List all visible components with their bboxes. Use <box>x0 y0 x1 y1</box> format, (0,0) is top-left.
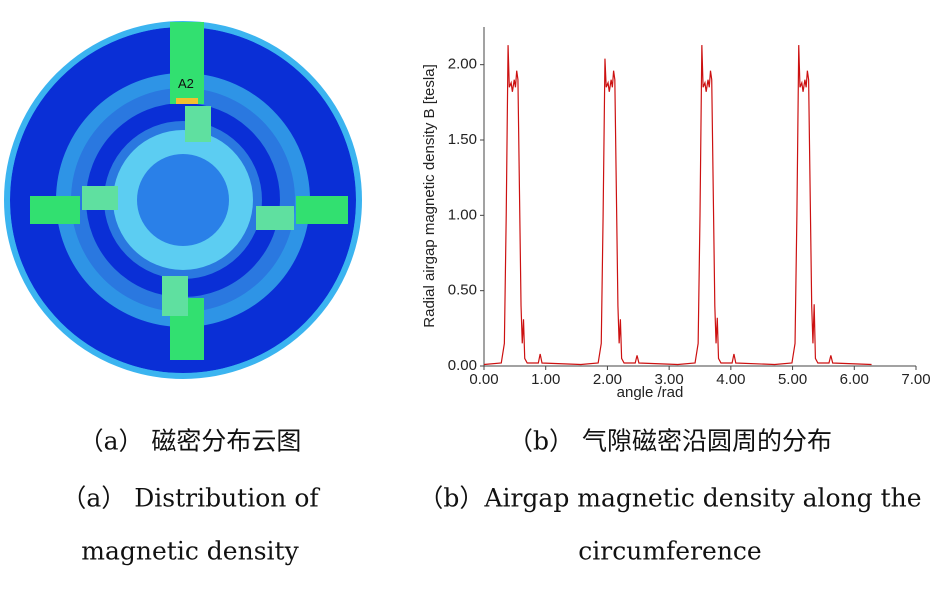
hotspot <box>176 98 198 104</box>
caption: （a） 磁密分布云图 <box>79 427 302 456</box>
y-axis-label: Radial airgap magnetic density B [tesla] <box>421 64 438 327</box>
pole-right <box>296 196 348 224</box>
x-tick-label: 6.00 <box>840 371 869 388</box>
rotor-pole-bottom <box>162 276 188 316</box>
x-tick-label: 1.00 <box>531 371 560 388</box>
pole-top <box>170 22 204 104</box>
rotor-pole-right <box>256 206 294 230</box>
rotor-pole-left <box>82 186 118 210</box>
caption: magnetic density <box>81 537 299 566</box>
data-line <box>483 45 872 366</box>
x-tick-label: 0.00 <box>469 371 498 388</box>
y-tick-label: 0.00 <box>448 357 477 374</box>
rotor-pole-top <box>185 106 211 142</box>
pole-left <box>30 196 80 224</box>
shaft <box>137 154 229 246</box>
x-tick-label: 2.00 <box>593 371 622 388</box>
x-axis-label: angle /rad <box>617 384 684 401</box>
x-tick-label: 7.00 <box>901 371 930 388</box>
caption: （b） 气隙磁密沿圆周的分布 <box>508 427 832 456</box>
y-tick-label: 1.50 <box>448 131 477 148</box>
caption: circumference <box>578 537 761 566</box>
caption: （a） Distribution of <box>61 484 320 513</box>
y-tick-label: 2.00 <box>448 56 477 73</box>
fem-label: A2 <box>178 76 194 91</box>
caption: （b）Airgap magnetic density along the <box>418 484 921 513</box>
x-tick-label: 4.00 <box>716 371 745 388</box>
x-tick-label: 5.00 <box>778 371 807 388</box>
x-tick-label: 3.00 <box>655 371 684 388</box>
y-tick-label: 1.00 <box>448 206 477 223</box>
y-tick-label: 0.50 <box>448 282 477 299</box>
fem-image: A2 <box>4 21 362 379</box>
